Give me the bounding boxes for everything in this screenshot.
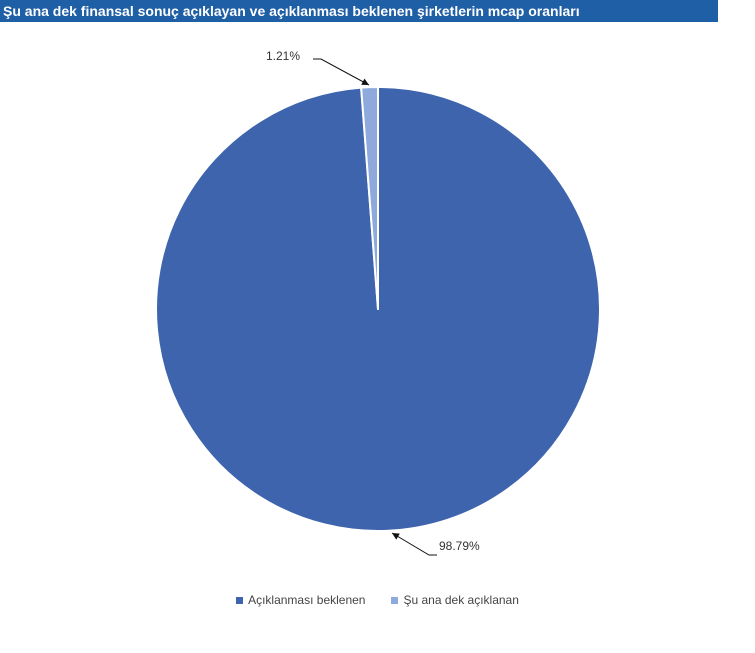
- leader-line-1: [313, 58, 370, 86]
- data-labels: 98.79% 1.21%: [266, 49, 480, 553]
- pie-slices: [155, 86, 601, 532]
- legend-swatch-1: [391, 596, 399, 604]
- leader-arrow-0: [392, 533, 400, 540]
- leader-line-0: [391, 532, 437, 556]
- legend-label-1: Şu ana dek açıklanan: [403, 593, 519, 607]
- chart-title: Şu ana dek finansal sonuç açıklayan ve a…: [0, 0, 718, 22]
- legend-item-0[interactable]: Açıklanması beklenen: [236, 593, 365, 607]
- leader-arrow-1: [361, 78, 369, 85]
- pie-slice-1[interactable]: [360, 86, 379, 310]
- chart-legend: Açıklanması beklenen Şu ana dek açıklana…: [0, 593, 755, 607]
- leader-lines: [313, 58, 437, 556]
- data-label-0: 98.79%: [439, 539, 480, 553]
- legend-item-1[interactable]: Şu ana dek açıklanan: [391, 593, 519, 607]
- legend-label-0: Açıklanması beklenen: [248, 593, 366, 607]
- legend-swatch-0: [236, 596, 244, 604]
- data-label-1: 1.21%: [266, 49, 300, 63]
